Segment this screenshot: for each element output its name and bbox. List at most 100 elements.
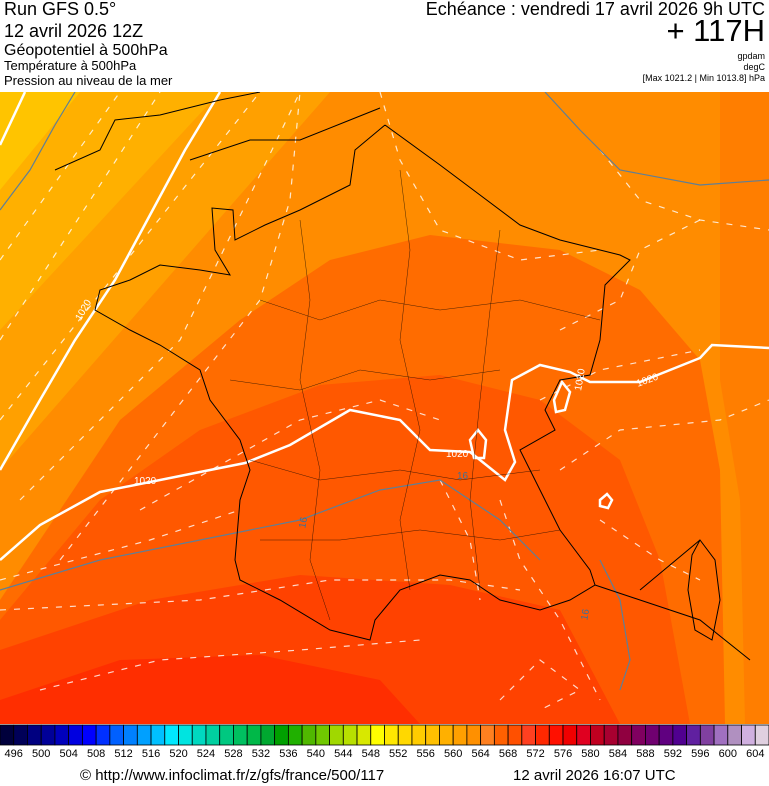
colorbar-tick-label: 520 <box>169 748 188 760</box>
colorbar-swatch <box>287 724 303 746</box>
colorbar-swatch <box>686 724 701 746</box>
colorbar-tick-label: 552 <box>389 748 408 760</box>
run-title: Run GFS 0.5° <box>4 0 117 19</box>
colorbar-swatch <box>727 724 742 746</box>
colorbar-swatch <box>260 724 276 746</box>
colorbar-swatch <box>274 724 289 746</box>
colorbar-swatch <box>617 724 633 746</box>
colorbar-swatch <box>754 724 769 746</box>
colorbar-tick-label: 572 <box>526 748 545 760</box>
colorbar-tick-label: 584 <box>608 748 628 760</box>
colorbar-tick-label: 540 <box>306 748 326 760</box>
isobars-1020 <box>0 92 769 561</box>
colorbar-swatch <box>452 724 468 746</box>
colorbar <box>0 724 769 746</box>
colorbar-swatch <box>562 724 578 746</box>
colorbar-tick-label: 604 <box>746 748 765 760</box>
colorbar-swatch <box>246 724 262 746</box>
colorbar-swatch <box>713 724 729 746</box>
coastlines <box>54 92 751 661</box>
colorbar-swatch <box>741 724 756 746</box>
colorbar-tick-label: 524 <box>196 748 216 760</box>
colorbar-swatch <box>95 724 111 746</box>
copyright-url: © http://www.infoclimat.fr/z/gfs/france/… <box>80 767 385 784</box>
lead-time: + 117H <box>666 13 765 48</box>
colorbar-swatch <box>466 724 482 746</box>
isobar-label: 1020 <box>573 367 588 391</box>
colorbar-swatch <box>535 724 550 746</box>
colorbar-tick-label: 568 <box>498 748 518 760</box>
run-date: 12 avril 2026 12Z <box>4 21 144 41</box>
colorbar-swatch <box>548 724 564 746</box>
colorbar-swatch <box>411 724 427 746</box>
forecast-valid-time: Echéance : vendredi 17 avril 2026 9h UTC <box>425 0 765 19</box>
grey-contours <box>0 92 769 691</box>
colorbar-swatch <box>0 724 15 746</box>
colorbar-swatch <box>109 724 124 746</box>
colorbar-swatch <box>521 724 536 746</box>
colorbar-tick-label: 504 <box>59 748 78 760</box>
colorbar-swatch <box>136 724 152 746</box>
colorbar-swatch <box>191 724 207 746</box>
colorbar-swatch <box>164 724 179 746</box>
colorbar-tick-label: 528 <box>224 748 243 760</box>
colorbar-swatch <box>219 724 234 746</box>
departments <box>229 169 601 621</box>
colorbar-swatch <box>576 724 591 746</box>
colorbar-tick-label: 544 <box>334 748 353 760</box>
colorbar-tick-label: 592 <box>663 748 683 760</box>
unit-temperature: degC <box>743 62 765 72</box>
colorbar-tick-label: 556 <box>416 748 435 760</box>
colorbar-tick-label: 512 <box>114 748 133 760</box>
isotherm-label: 16 <box>579 608 592 621</box>
colorbar-tick-label: 564 <box>471 748 490 760</box>
colorbar-swatch <box>439 724 454 746</box>
colorbar-tick-label: 508 <box>86 748 106 760</box>
colorbar-tick-label: 548 <box>361 748 380 760</box>
colorbar-swatch <box>205 724 221 746</box>
colorbar-swatch <box>370 724 385 746</box>
colorbar-swatch <box>342 724 358 746</box>
colorbar-swatch <box>397 724 413 746</box>
field-temperature: Température à 500hPa <box>4 58 137 73</box>
colorbar-tick-label: 580 <box>581 748 600 760</box>
colorbar-swatch <box>631 724 646 746</box>
colorbar-swatch <box>315 724 330 746</box>
geopotential-fill <box>0 92 769 724</box>
colorbar-swatch <box>40 724 56 746</box>
colorbar-tick-label: 560 <box>443 748 463 760</box>
isobar-label: 1020 <box>134 476 157 487</box>
colorbar-swatch <box>13 724 28 746</box>
isotherm-label: 16 <box>457 471 469 482</box>
colorbar-swatch <box>603 724 619 746</box>
colorbar-tick-label: 496 <box>4 748 23 760</box>
isotherms-dashed <box>0 92 769 711</box>
colorbar-swatch <box>384 724 399 746</box>
colorbar-swatch <box>150 724 166 746</box>
generated-timestamp: 12 avril 2026 16:07 UTC <box>513 767 676 784</box>
colorbar-tick-label: 576 <box>553 748 573 760</box>
colorbar-swatch <box>672 724 688 746</box>
colorbar-swatch <box>493 724 509 746</box>
colorbar-swatch <box>480 724 495 746</box>
isotherm-label: 16 <box>297 516 310 529</box>
colorbar-swatch <box>329 724 344 746</box>
colorbar-swatch <box>54 724 70 746</box>
unit-geopotential: gpdam <box>737 51 765 61</box>
colorbar-swatch <box>123 724 138 746</box>
field-geopotential: Géopotentiel à 500hPa <box>4 42 168 59</box>
colorbar-tick-label: 500 <box>32 748 51 760</box>
colorbar-swatch <box>301 724 317 746</box>
unit-pressure: [Max 1021.2 | Min 1013.8] hPa <box>642 73 765 83</box>
colorbar-swatch <box>658 724 674 746</box>
colorbar-swatch <box>645 724 660 746</box>
colorbar-labels: 496 500 504 508 512 516 520 524 528 532 536 540 544 5… <box>0 748 769 762</box>
field-pressure: Pression au niveau de la mer <box>4 73 173 88</box>
colorbar-tick-label: 596 <box>691 748 710 760</box>
colorbar-tick-label: 600 <box>718 748 737 760</box>
colorbar-swatch <box>27 724 42 746</box>
colorbar-swatch <box>233 724 248 746</box>
colorbar-tick-label: 588 <box>636 748 655 760</box>
colorbar-swatch <box>425 724 440 746</box>
colorbar-tick-label: 516 <box>141 748 161 760</box>
